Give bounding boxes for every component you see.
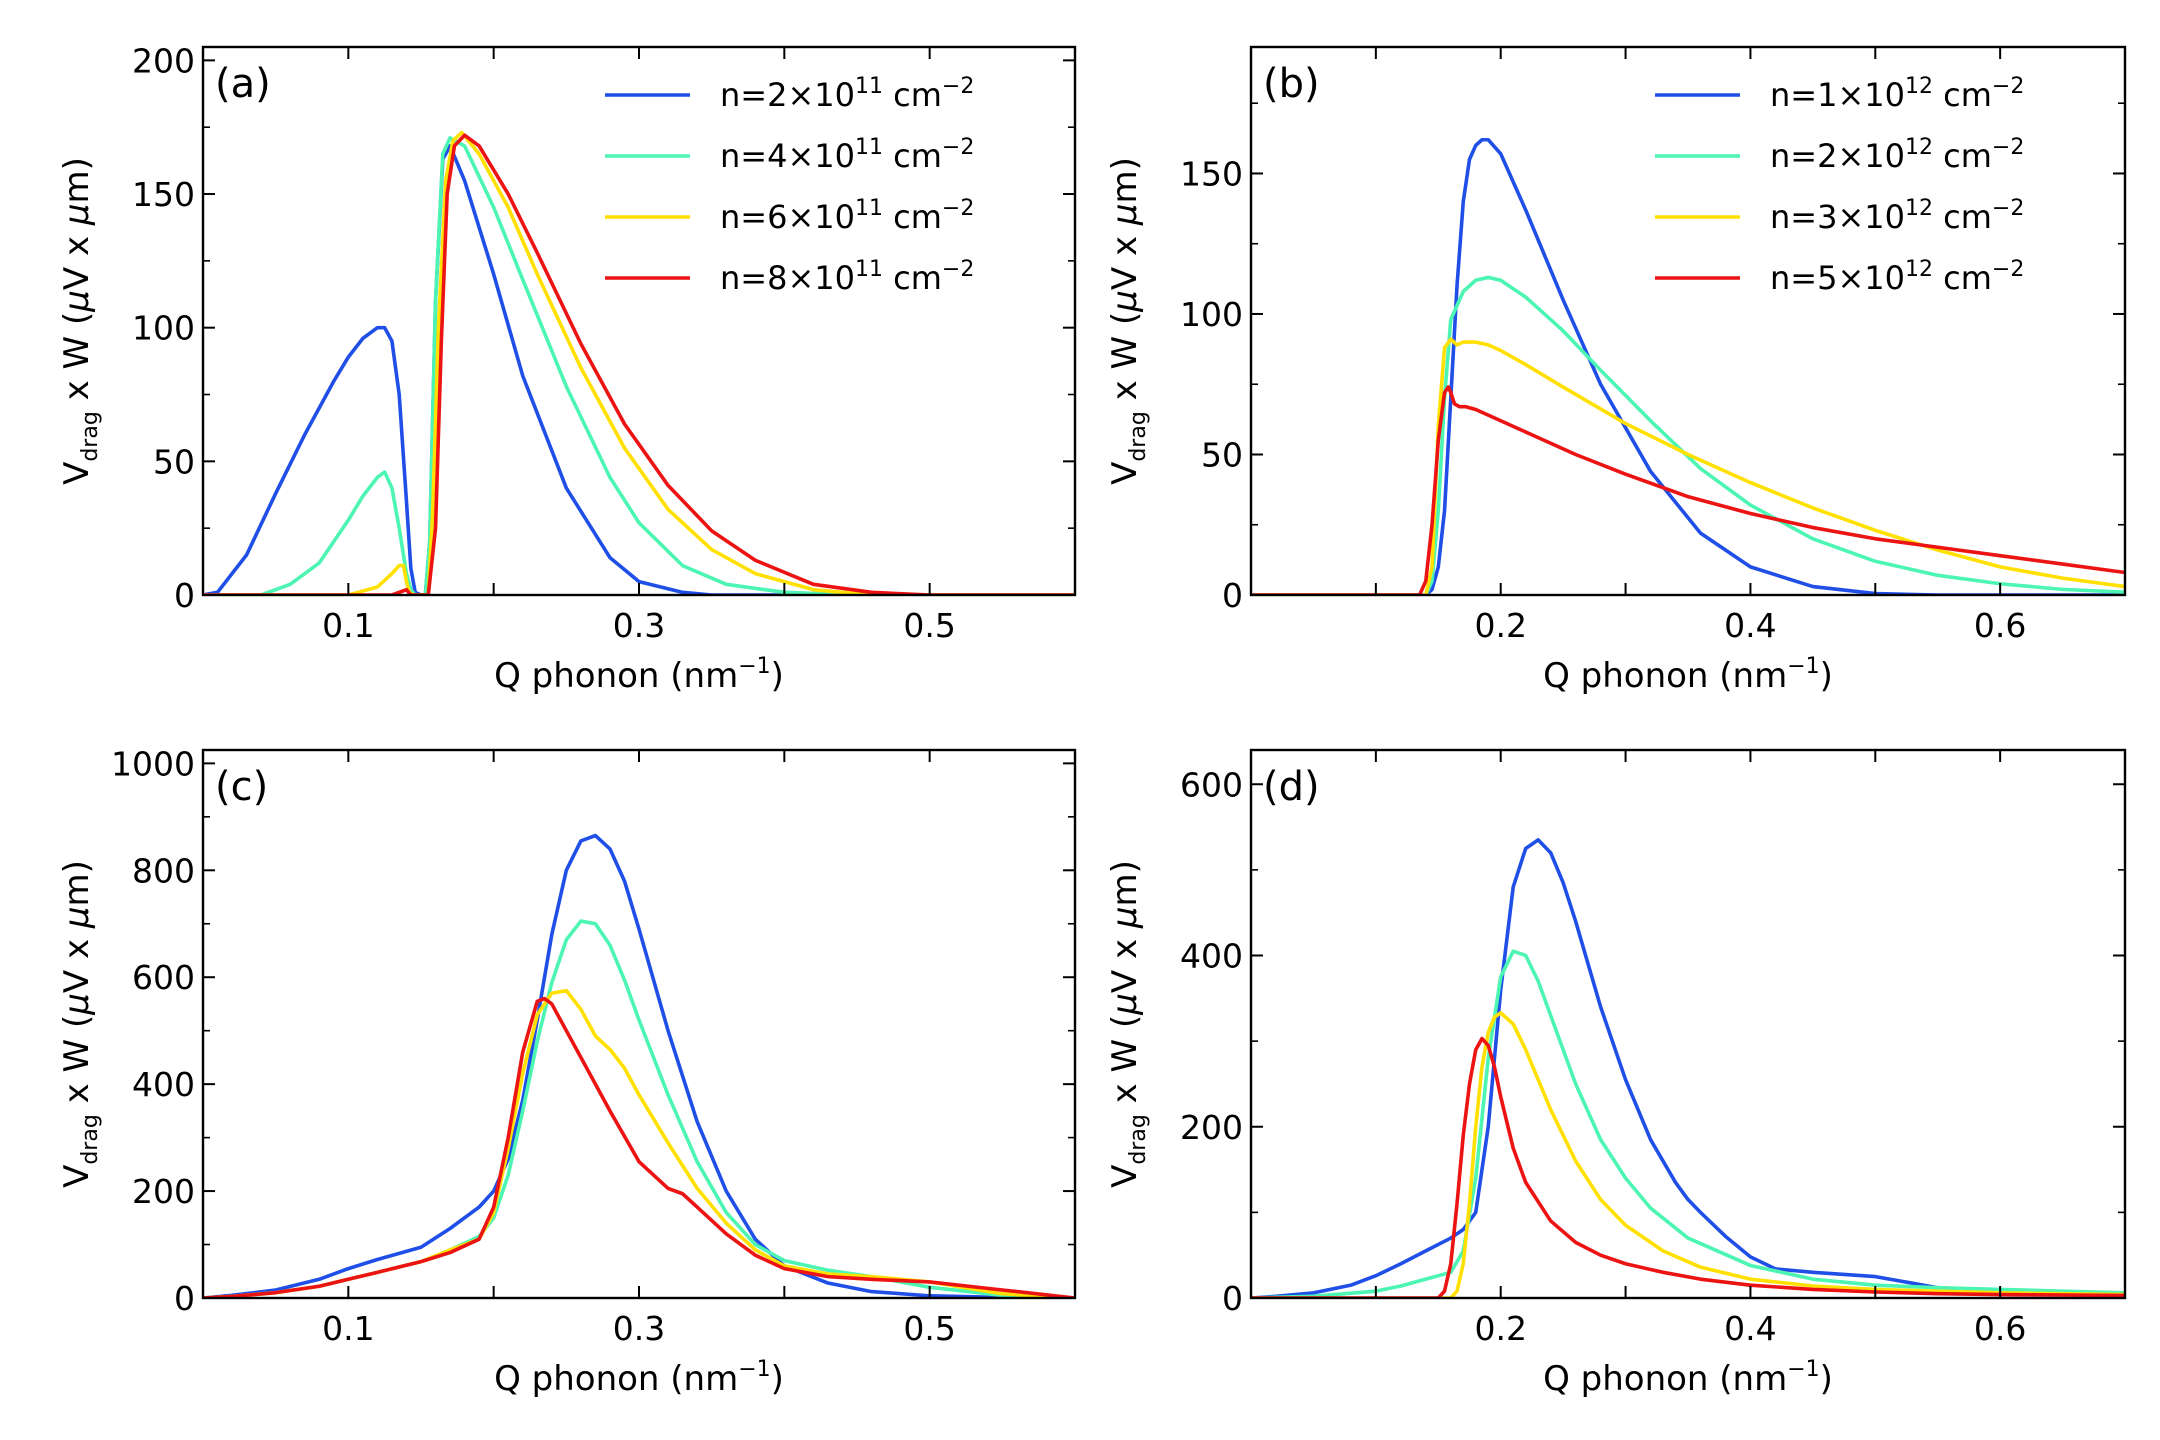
- y-tick-label: 50: [153, 442, 195, 481]
- y-tick-label: 50: [1201, 435, 1243, 474]
- series-group: [203, 130, 1075, 595]
- x-axis-label: Q phonon (nm−1): [1543, 654, 1833, 696]
- y-tick-label: 0: [174, 576, 195, 615]
- y-tick-label: 100: [132, 309, 195, 348]
- chart-panel-1: 0.1 0.3 0.5 0 50 100 150 200 (a) Q phonon (nm−1) V…: [57, 41, 1077, 696]
- legend-entry-3: n=6×1011 cm−2: [720, 196, 974, 236]
- x-tick-label: 0.5: [903, 606, 955, 645]
- y-tick-label: 200: [1180, 1108, 1243, 1147]
- series-line-1: [203, 144, 1075, 595]
- x-axis-label: Q phonon (nm−1): [494, 654, 784, 696]
- legend-entry-1: n=1×1012 cm−2: [1770, 74, 2024, 114]
- series-line-3: [1251, 337, 2125, 595]
- y-axis-label: Vdrag x W (μV x μm): [57, 157, 103, 485]
- y-tick-label: 800: [132, 851, 195, 890]
- x-tick-label: 0.6: [1974, 1309, 2026, 1348]
- x-tick-label: 0.1: [322, 606, 374, 645]
- y-tick-label: 400: [1180, 937, 1243, 976]
- series-line-1: [1251, 838, 2125, 1298]
- x-tick-label: 0.3: [613, 1309, 665, 1348]
- legend-entry-4: n=8×1011 cm−2: [720, 257, 974, 297]
- y-tick-label: 200: [132, 41, 195, 80]
- series-group: [1251, 838, 2125, 1298]
- x-tick-label: 0.2: [1474, 1309, 1526, 1348]
- series-line-1: [1251, 137, 2125, 595]
- x-tick-label: 0.6: [1974, 606, 2026, 645]
- y-axis-label: Vdrag x W (μV x μm): [57, 860, 103, 1188]
- x-tick-label: 0.3: [613, 606, 665, 645]
- y-tick-label: 0: [1222, 576, 1243, 615]
- legend-entry-2: n=2×1012 cm−2: [1770, 135, 2024, 175]
- y-tick-label: 0: [1222, 1279, 1243, 1318]
- series-line-4: [203, 133, 1075, 595]
- y-axis-label: Vdrag x W (μV x μm): [1105, 157, 1151, 485]
- series-line-4: [203, 996, 1075, 1298]
- plot-frame: [1249, 45, 2127, 597]
- series-line-4: [1251, 385, 2125, 595]
- x-tick-label: 0.5: [903, 1309, 955, 1348]
- series-line-2: [1251, 949, 2125, 1298]
- x-tick-label: 0.4: [1724, 606, 1776, 645]
- chart-panel-4: 0.2 0.4 0.6 0 200 400 600 (d) Q phonon (nm−1) Vdr…: [1105, 748, 2127, 1399]
- series-line-3: [203, 130, 1075, 595]
- series-line-2: [1251, 275, 2125, 595]
- y-axis-label: Vdrag x W (μV x μm): [1105, 860, 1151, 1188]
- plot-frame: [201, 45, 1077, 597]
- y-tick-label: 0: [174, 1279, 195, 1318]
- series-line-3: [1251, 1011, 2125, 1298]
- panel-label: (b): [1263, 61, 1320, 107]
- legend-entry-4: n=5×1012 cm−2: [1770, 257, 2024, 297]
- y-tick-label: 150: [1180, 154, 1243, 193]
- x-tick-label: 0.4: [1724, 1309, 1776, 1348]
- legend-entry-1: n=2×1011 cm−2: [720, 74, 974, 114]
- panel-label: (a): [215, 61, 271, 107]
- y-tick-label: 1000: [111, 744, 195, 783]
- series-line-3: [203, 988, 1075, 1298]
- chart-panel-3: 0.1 0.3 0.5 0 200 400 600 800 1000 (c) Q phonon (n…: [57, 744, 1077, 1399]
- legend-entry-3: n=3×1012 cm−2: [1770, 196, 2024, 236]
- series-group: [1251, 137, 2125, 595]
- x-tick-label: 0.1: [322, 1309, 374, 1348]
- y-tick-label: 600: [132, 958, 195, 997]
- y-tick-label: 150: [132, 175, 195, 214]
- series-line-4: [1251, 1036, 2125, 1298]
- y-tick-label: 400: [132, 1065, 195, 1104]
- series-line-2: [203, 919, 1075, 1298]
- legend: n=2×1011 cm−2 n=4×1011 cm−2 n=6×1011 cm−2 n…: [605, 74, 974, 297]
- x-axis-label: Q phonon (nm−1): [494, 1357, 784, 1399]
- y-tick-label: 600: [1180, 765, 1243, 804]
- panel-label: (d): [1263, 764, 1320, 810]
- legend-entry-2: n=4×1011 cm−2: [720, 135, 974, 175]
- x-tick-label: 0.2: [1474, 606, 1526, 645]
- panel-label: (c): [215, 764, 268, 810]
- x-axis-label: Q phonon (nm−1): [1543, 1357, 1833, 1399]
- chart-panel-2: 0.2 0.4 0.6 0 50 100 150 (b) Q phonon (nm−1) Vdra…: [1105, 45, 2127, 696]
- y-tick-label: 200: [132, 1172, 195, 1211]
- plot-frame: [1249, 748, 2127, 1300]
- series-group: [203, 833, 1075, 1298]
- series-line-1: [203, 833, 1075, 1298]
- y-tick-label: 100: [1180, 295, 1243, 334]
- legend: n=1×1012 cm−2 n=2×1012 cm−2 n=3×1012 cm−2 n…: [1655, 74, 2024, 297]
